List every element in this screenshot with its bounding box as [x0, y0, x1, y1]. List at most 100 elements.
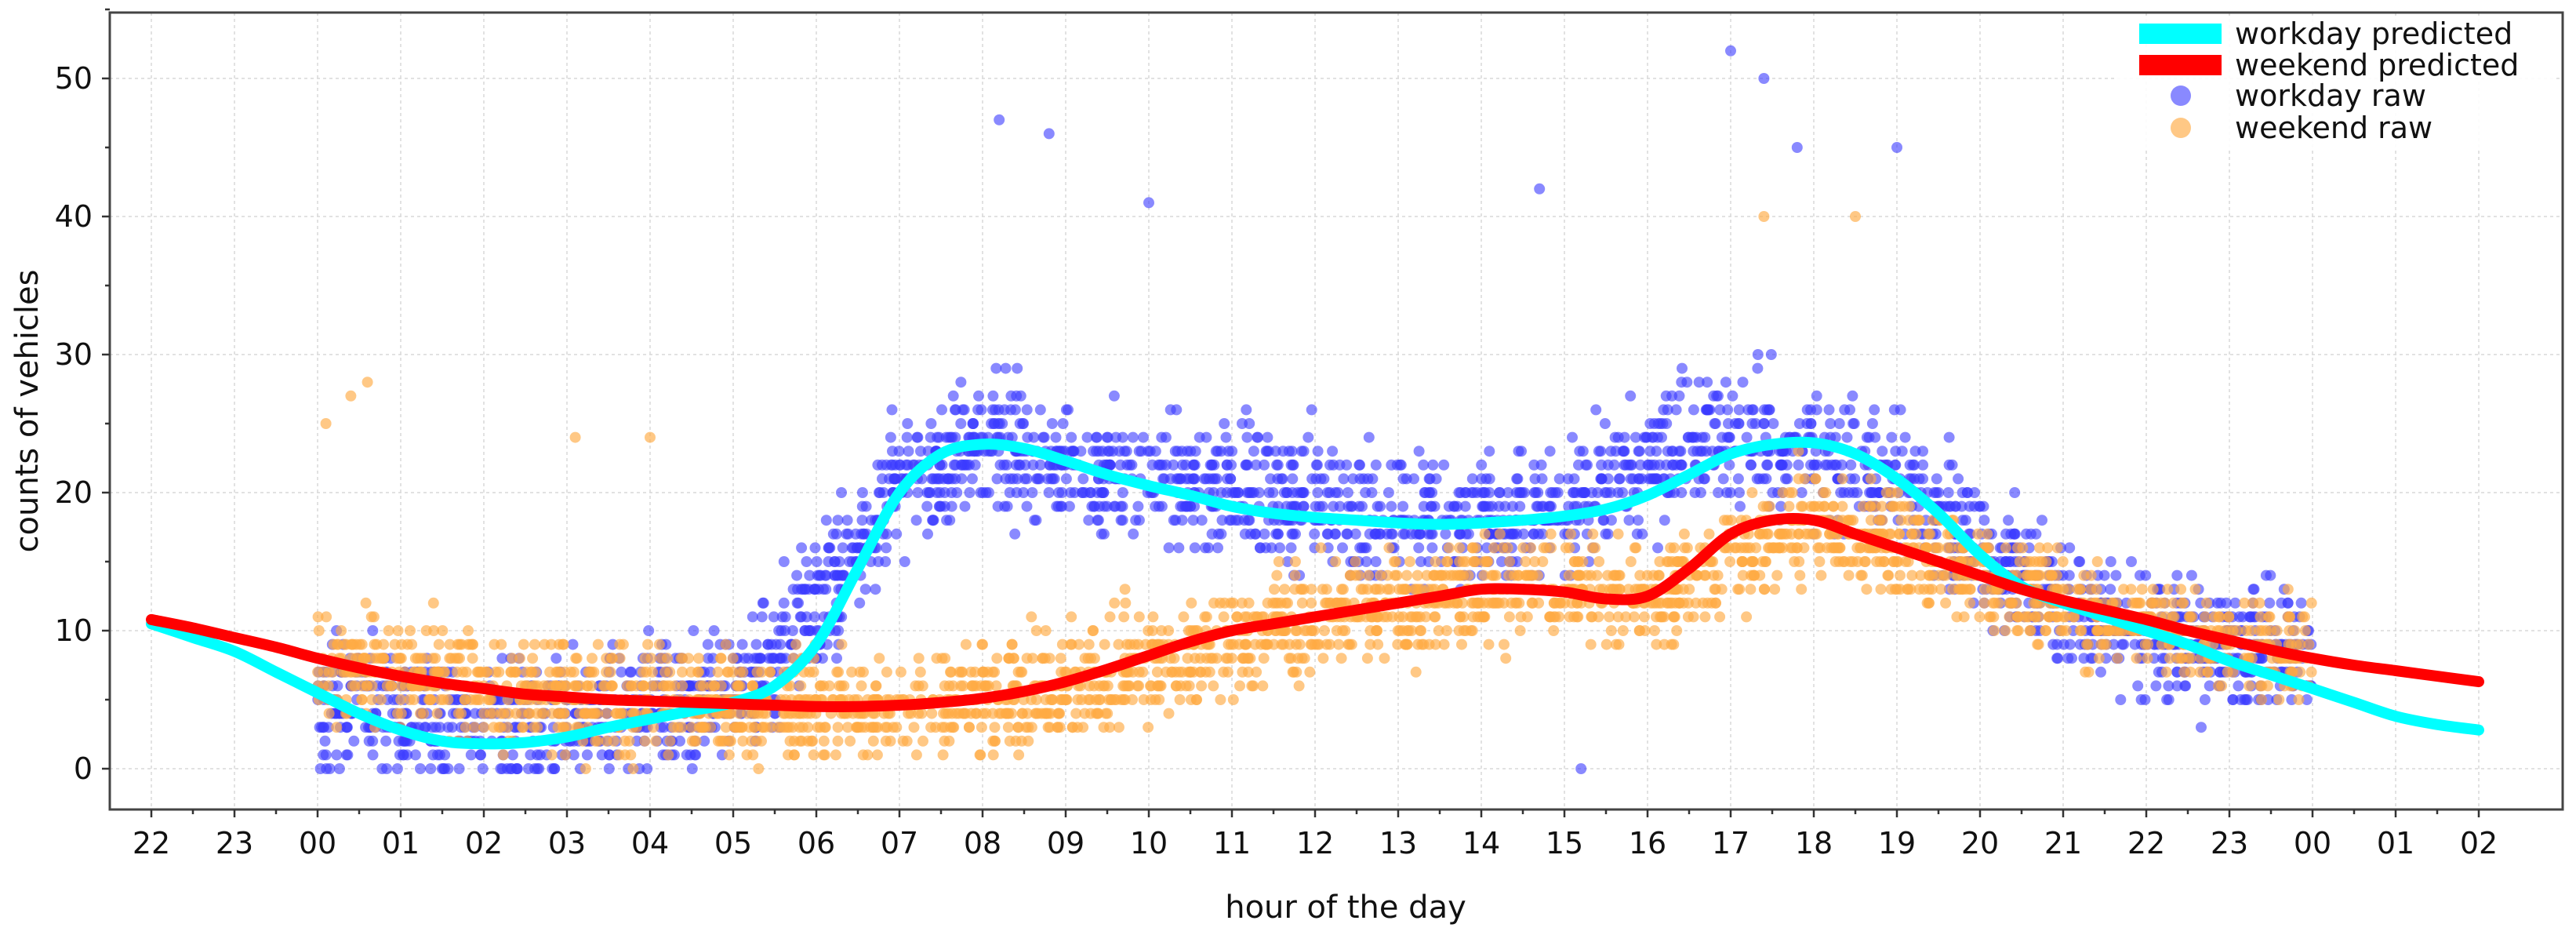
data-point: [1291, 500, 1302, 512]
data-point: [2233, 680, 2244, 692]
data-point: [2000, 625, 2011, 636]
data-point: [720, 638, 732, 650]
data-point: [891, 528, 903, 540]
data-point: [2058, 638, 2069, 650]
data-point: [2135, 597, 2146, 609]
data-point: [1771, 542, 1783, 554]
data-point: [1837, 500, 1848, 512]
data-point: [1923, 569, 1935, 581]
data-point: [796, 542, 808, 554]
data-point: [1648, 569, 1659, 581]
data-point: [934, 473, 946, 485]
data-point: [1057, 418, 1069, 429]
data-point: [1138, 431, 1149, 443]
data-point: [1605, 446, 1617, 457]
data-point: [1701, 404, 1713, 416]
data-point: [1814, 542, 1826, 554]
data-point: [2062, 584, 2073, 595]
data-point: [1306, 584, 1317, 595]
data-point: [1593, 556, 1605, 567]
data-point: [1851, 542, 1863, 554]
data-point: [832, 515, 844, 526]
data-point: [2052, 653, 2064, 664]
data-point: [1507, 528, 1519, 540]
data-point: [830, 749, 841, 761]
data-point: [1484, 446, 1495, 457]
data-point: [903, 446, 914, 457]
data-point: [2244, 680, 2255, 692]
data-point: [922, 528, 933, 540]
data-point: [2299, 625, 2311, 636]
data-point: [2159, 597, 2171, 609]
data-point: [1231, 611, 1243, 623]
data-point: [1310, 500, 1321, 512]
data-point: [2091, 556, 2103, 567]
data-point: [531, 708, 543, 719]
data-point: [966, 473, 978, 485]
data-point: [1823, 404, 1835, 416]
data-point: [1587, 528, 1599, 540]
data-point: [318, 722, 329, 733]
data-point: [910, 515, 922, 526]
data-point: [989, 735, 1001, 747]
data-point: [1328, 500, 1339, 512]
data-point: [2004, 611, 2015, 623]
data-point: [1250, 459, 1262, 471]
data-point: [1528, 459, 1540, 471]
data-point: [881, 542, 892, 554]
data-point: [1215, 694, 1226, 705]
data-point: [442, 763, 454, 774]
data-point: [1602, 569, 1614, 581]
data-point: [964, 722, 975, 733]
data-point: [756, 611, 768, 623]
data-point: [2051, 542, 2063, 554]
data-point: [1488, 569, 1499, 581]
data-point: [1220, 431, 1232, 443]
data-point: [818, 735, 830, 747]
data-point: [1075, 446, 1087, 457]
data-point: [1502, 487, 1514, 498]
data-point: [1851, 556, 1863, 567]
data-point: [1895, 404, 1906, 416]
data-point: [902, 459, 914, 471]
data-point: [1119, 446, 1131, 457]
data-point: [1909, 446, 1921, 457]
data-point: [987, 390, 999, 402]
data-point: [1091, 431, 1103, 443]
data-point: [487, 708, 499, 719]
data-point: [1252, 611, 1263, 623]
data-point: [1430, 556, 1441, 567]
data-point: [538, 680, 550, 692]
data-point: [1691, 569, 1702, 581]
data-point: [1034, 404, 1046, 416]
data-point: [1488, 542, 1499, 554]
data-point: [1127, 694, 1138, 705]
data-point: [1920, 542, 1932, 554]
data-point: [1512, 569, 1524, 581]
data-point: [695, 680, 707, 692]
data-point: [1709, 584, 1721, 595]
data-point: [1293, 680, 1305, 692]
data-point: [1046, 418, 1058, 429]
data-point: [1009, 528, 1021, 540]
data-point: [2020, 528, 2032, 540]
data-point: [1590, 404, 1602, 416]
data-point: [1416, 638, 1428, 650]
data-point: [2025, 625, 2036, 636]
data-point: [1052, 722, 1063, 733]
data-point: [1529, 473, 1541, 485]
data-point: [1310, 459, 1322, 471]
data-point: [842, 722, 854, 733]
data-point: [1737, 556, 1749, 567]
data-point: [1661, 418, 1673, 429]
data-point: [1768, 418, 1779, 429]
data-point: [1456, 597, 1468, 609]
data-point: [2254, 611, 2266, 623]
data-point: [1699, 611, 1711, 623]
data-point: [1895, 500, 1906, 512]
data-point: [733, 708, 745, 719]
data-point: [1415, 556, 1426, 567]
data-point: [753, 763, 765, 774]
data-point: [1425, 500, 1437, 512]
data-point: [1053, 487, 1065, 498]
